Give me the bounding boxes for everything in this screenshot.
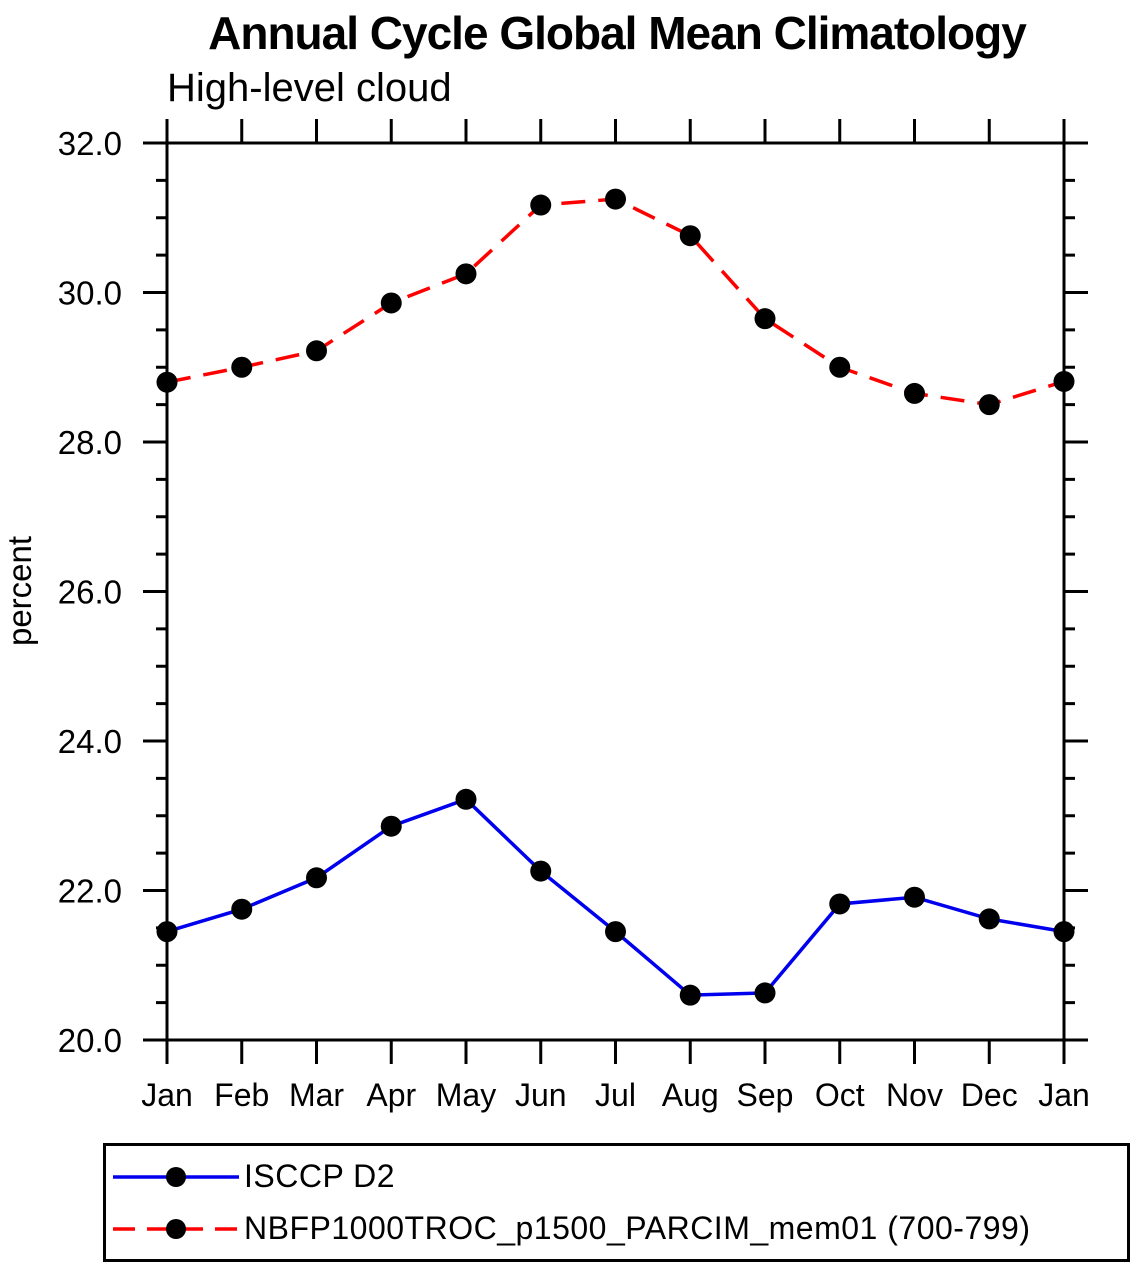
- legend-label: NBFP1000TROC_p1500_PARCIM_mem01 (700-799…: [244, 1210, 1031, 1246]
- data-point-marker: [754, 982, 776, 1004]
- x-tick-label: Dec: [961, 1077, 1018, 1113]
- y-tick-label: 20.0: [58, 1022, 122, 1059]
- legend-sample: [113, 1166, 239, 1187]
- data-point-marker: [530, 194, 552, 216]
- plot-frame: [165, 141, 1066, 1042]
- data-point-marker: [156, 371, 178, 393]
- x-tick-label: Aug: [662, 1077, 719, 1113]
- series-line: [166, 197, 1065, 407]
- data-point-marker: [978, 394, 1000, 416]
- x-tick-label: Mar: [289, 1077, 344, 1113]
- x-tick-label: May: [436, 1077, 496, 1113]
- x-tick-label: Jan: [141, 1077, 193, 1113]
- data-point-marker: [829, 356, 851, 378]
- x-tick-label: Nov: [886, 1077, 943, 1113]
- x-tick-label: Jun: [515, 1077, 567, 1113]
- data-point-marker: [679, 225, 701, 247]
- data-point-marker: [605, 188, 626, 210]
- x-tick-label: Oct: [815, 1077, 865, 1113]
- legend-row: NBFP1000TROC_p1500_PARCIM_mem01 (700-799…: [106, 1203, 1127, 1255]
- legend-row: ISCCP D2: [106, 1151, 1127, 1203]
- y-tick-label: 28.0: [58, 424, 122, 461]
- legend-sample-marker: [166, 1166, 186, 1187]
- y-tick-label: 22.0: [58, 873, 122, 910]
- y-tick-label: 32.0: [58, 125, 122, 162]
- legend-label: ISCCP D2: [244, 1158, 396, 1194]
- y-tick-label: 30.0: [58, 275, 122, 312]
- data-point-marker: [306, 867, 327, 889]
- data-point-marker: [829, 893, 851, 915]
- x-tick-label: Apr: [366, 1077, 416, 1113]
- legend-sample: [113, 1218, 239, 1239]
- chart-title: Annual Cycle Global Mean Climatology: [208, 7, 1027, 59]
- data-point-marker: [455, 263, 477, 285]
- x-tick-label: Jul: [595, 1077, 636, 1113]
- data-point-marker: [231, 356, 253, 378]
- data-point-marker: [1053, 921, 1075, 943]
- legend-sample-marker: [166, 1218, 186, 1239]
- data-point-marker: [605, 921, 626, 943]
- legend-box: ISCCP D2 NBFP1000TROC_p1500_PARCIM_mem01…: [103, 1143, 1130, 1262]
- data-point-marker: [754, 308, 776, 330]
- data-point-marker: [904, 382, 925, 404]
- data-point-marker: [306, 340, 327, 362]
- data-point-marker: [231, 898, 253, 920]
- data-point-marker: [679, 984, 701, 1006]
- data-point-marker: [380, 292, 402, 314]
- x-tick-label: Jan: [1038, 1077, 1090, 1113]
- data-point-marker: [904, 886, 925, 908]
- plot-svg: 20.0 22.0 24.0 26.0 28.0 30.0 32.0 Jan Feb Mar Apr…: [58, 119, 1090, 1113]
- y-tick-label: 26.0: [58, 574, 122, 611]
- y-tick-label: 24.0: [58, 723, 122, 760]
- x-tick-label: Feb: [214, 1077, 269, 1113]
- data-point-marker: [156, 921, 178, 943]
- data-point-marker: [530, 860, 552, 882]
- series-line: [166, 797, 1065, 997]
- data-point-marker: [380, 815, 402, 837]
- x-tick-label: Sep: [737, 1077, 794, 1113]
- data-point-marker: [455, 788, 477, 810]
- data-point-marker: [1053, 370, 1075, 392]
- chart-subtitle: High-level cloud: [167, 66, 452, 110]
- data-point-marker: [978, 908, 1000, 930]
